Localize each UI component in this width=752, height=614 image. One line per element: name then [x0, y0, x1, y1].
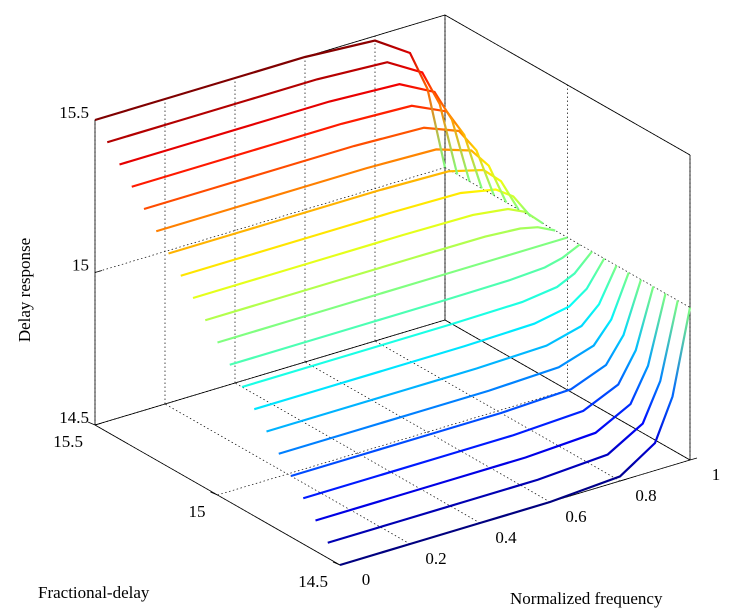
grid-line	[94, 319, 446, 426]
y-axis-label: Fractional-delay	[38, 583, 150, 602]
tick-mark	[689, 457, 698, 461]
tick-mark	[210, 491, 218, 496]
z-axis-label: Delay response	[15, 238, 34, 342]
mesh-line	[266, 265, 618, 433]
x-axis-label: Normalized frequency	[510, 589, 663, 608]
mesh-line	[106, 61, 459, 175]
y-tick-label: 15.5	[53, 432, 83, 451]
grid-line	[234, 382, 481, 524]
mesh-line	[229, 243, 581, 366]
mesh-line	[192, 207, 544, 300]
grid-line	[444, 14, 691, 156]
mesh-line	[131, 104, 483, 189]
grid-line	[94, 167, 446, 273]
mesh-line	[327, 300, 679, 544]
mesh-line	[339, 307, 692, 567]
mesh-line	[204, 226, 556, 322]
mesh-line	[168, 168, 520, 255]
y-tick-label: 15	[189, 502, 206, 521]
grid-line	[304, 361, 551, 503]
mesh-line	[217, 236, 568, 344]
mesh-line	[253, 257, 606, 411]
mesh-line	[278, 272, 630, 455]
mesh-line	[302, 286, 655, 500]
mesh-line	[315, 293, 667, 522]
mesh-line	[180, 188, 532, 277]
mesh-line	[155, 148, 508, 233]
tick-mark	[94, 422, 103, 426]
x-tick-label: 0.8	[635, 486, 656, 505]
tick-mark	[332, 561, 341, 566]
mesh-line	[143, 126, 496, 211]
z-tick-label: 15	[72, 255, 89, 274]
y-tick-label: 14.5	[298, 572, 328, 591]
grid-line	[217, 389, 568, 496]
tick-mark	[619, 478, 628, 482]
box-edge	[94, 319, 446, 426]
x-tick-label: 1	[712, 465, 721, 484]
tick-mark	[87, 421, 96, 426]
mesh-line	[119, 83, 471, 182]
mesh-line	[241, 250, 593, 389]
x-tick-label: 0	[362, 570, 371, 589]
mesh-line	[94, 39, 447, 168]
x-tick-label: 0.2	[425, 549, 446, 568]
x-tick-label: 0.6	[565, 507, 586, 526]
x-tick-label: 0.4	[495, 528, 517, 547]
z-tick-label: 14.5	[59, 408, 89, 427]
mesh-line	[290, 279, 643, 478]
z-tick-label: 15.5	[59, 103, 89, 122]
tick-mark	[94, 270, 103, 273]
